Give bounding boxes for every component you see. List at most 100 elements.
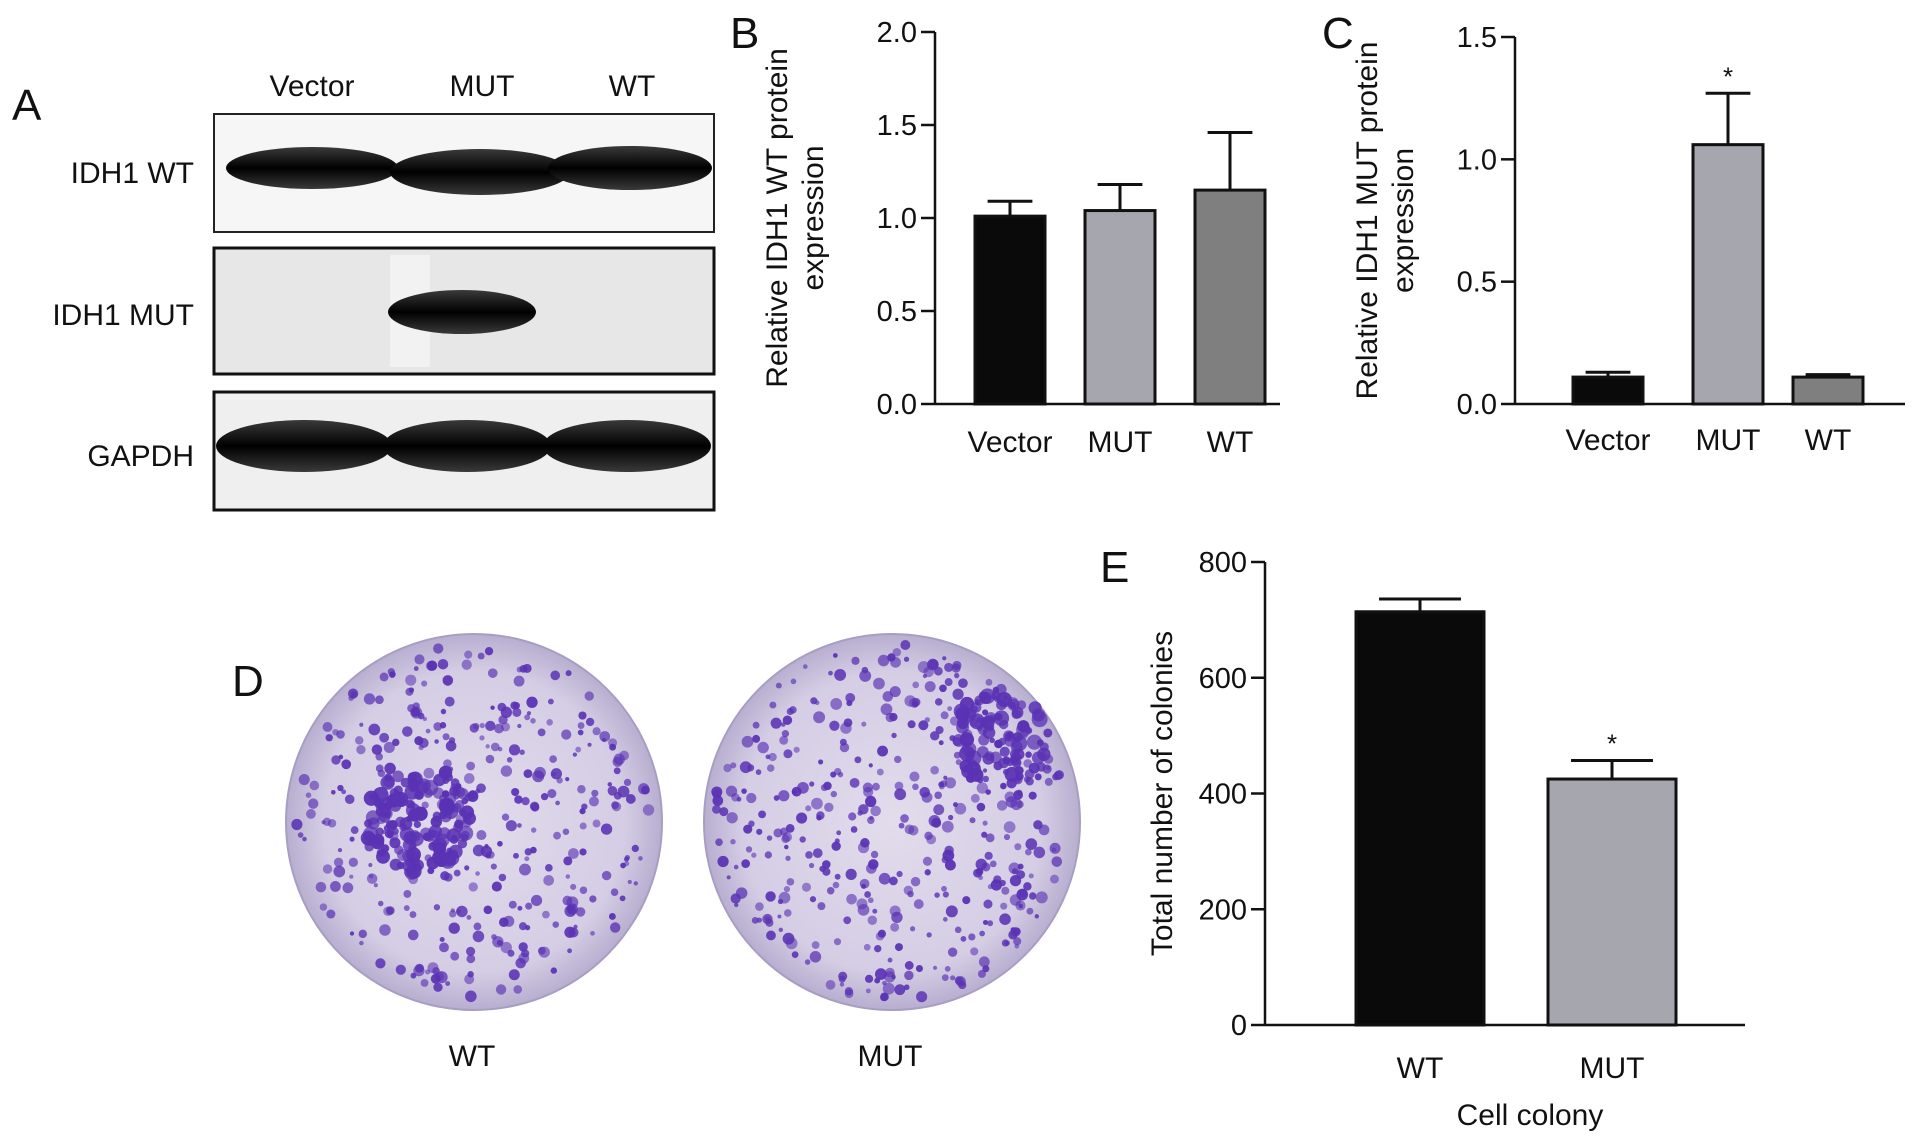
colony-dot [490, 863, 497, 870]
colony-dot [1050, 874, 1059, 884]
colony-dot [844, 989, 854, 998]
colony-dot [1003, 821, 1016, 834]
colony-dot [372, 833, 385, 846]
colony-dot [532, 770, 545, 783]
colony-dot [524, 856, 530, 862]
colony-dot [885, 967, 895, 978]
colony-dot [383, 741, 395, 754]
colony-dot [809, 896, 817, 903]
colony-dot [546, 718, 553, 726]
y-tick-label: 200 [1199, 894, 1247, 926]
colony-dot [715, 838, 723, 846]
colony-dot [867, 897, 874, 904]
colony-dot [846, 893, 857, 905]
colony-dot [358, 929, 368, 939]
colony-dot [570, 883, 577, 890]
colony-dot [498, 873, 507, 882]
colony-dot [330, 789, 336, 795]
colony-dot [1007, 731, 1014, 738]
colony-dot [1023, 759, 1032, 768]
colony-dot [747, 764, 755, 772]
colony-dot [437, 658, 449, 670]
colony-dot [863, 943, 871, 951]
colony-dot [530, 718, 536, 724]
colony-dot [414, 654, 425, 665]
colony-dot [607, 785, 618, 796]
colony-dot [392, 770, 404, 783]
colony-dot [778, 927, 784, 933]
colony-dot [479, 722, 485, 729]
colony-dot [887, 957, 893, 963]
colony-dot [392, 738, 400, 747]
colony-dot [999, 879, 1006, 887]
colony-dot [1028, 791, 1037, 800]
colony-dot [491, 934, 497, 940]
colony-dot [947, 706, 953, 712]
colony-dot [896, 870, 903, 878]
colony-dot [349, 836, 355, 842]
colony-dot [894, 943, 903, 952]
colony-dot [466, 761, 476, 771]
colony-dot [585, 717, 595, 727]
colony-dot [607, 782, 613, 787]
colony-dot [439, 770, 448, 779]
colony-dot [589, 895, 597, 903]
colony-dot [383, 906, 393, 917]
colony-dot [915, 964, 923, 973]
bar-chart-colonies: 0 200 400 600 800 Total number of colonies WT M… [1146, 547, 1745, 1132]
row-label-idh1-mut: IDH1 MUT [52, 299, 194, 332]
colony-dot [638, 856, 643, 861]
colony-dot [952, 688, 964, 700]
colony-dot [443, 759, 452, 768]
colony-dot [518, 922, 528, 931]
colony-dot [799, 836, 806, 843]
colony-dot [876, 768, 884, 776]
colony-dot [608, 738, 618, 748]
colony-dot [472, 722, 480, 730]
colony-dot [495, 984, 507, 995]
colony-dot [475, 871, 480, 876]
colony-dot [865, 795, 877, 808]
colony-dot [1013, 775, 1023, 785]
colony-dot [417, 778, 431, 792]
colony-dot [519, 749, 525, 755]
y-tick-label: 600 [1199, 663, 1247, 695]
colony-dot [359, 722, 364, 727]
colony-dot [617, 785, 630, 798]
colony-dot [409, 830, 421, 842]
colony-dot [376, 848, 385, 857]
colony-dot [755, 769, 762, 775]
colony-dot [994, 712, 1003, 721]
colony-dot [1033, 846, 1046, 859]
colony-dot [953, 751, 961, 759]
lane-label-mut: MUT [450, 70, 515, 103]
colony-dot [982, 775, 990, 783]
colony-dot [464, 793, 473, 802]
colony-dot [818, 759, 824, 765]
colony-dot [297, 832, 304, 838]
colony-dot [579, 808, 586, 815]
colony-dot [755, 902, 764, 911]
colony-dot [464, 650, 473, 659]
colony-dot [609, 922, 621, 933]
colony-dot [974, 699, 981, 706]
colony-dot [445, 740, 457, 752]
colony-dot [805, 851, 813, 859]
colony-dot [485, 744, 490, 749]
colony-dot [349, 874, 354, 879]
colony-dot [1033, 820, 1043, 830]
colony-dot [894, 755, 902, 764]
colony-dot [947, 947, 958, 957]
x-tick-label: MUT [1088, 426, 1153, 459]
colony-dot [992, 686, 1000, 693]
band-gapdh-mut [383, 420, 551, 472]
colony-dot [766, 835, 773, 841]
colony-dot [375, 753, 383, 761]
colony-dot [975, 858, 987, 871]
colony-dot [619, 895, 626, 902]
colony-dot [1051, 847, 1057, 852]
colony-dot [525, 902, 533, 910]
colony-dot [894, 984, 906, 996]
colony-dot [785, 823, 795, 833]
colony-dot [1009, 874, 1022, 887]
